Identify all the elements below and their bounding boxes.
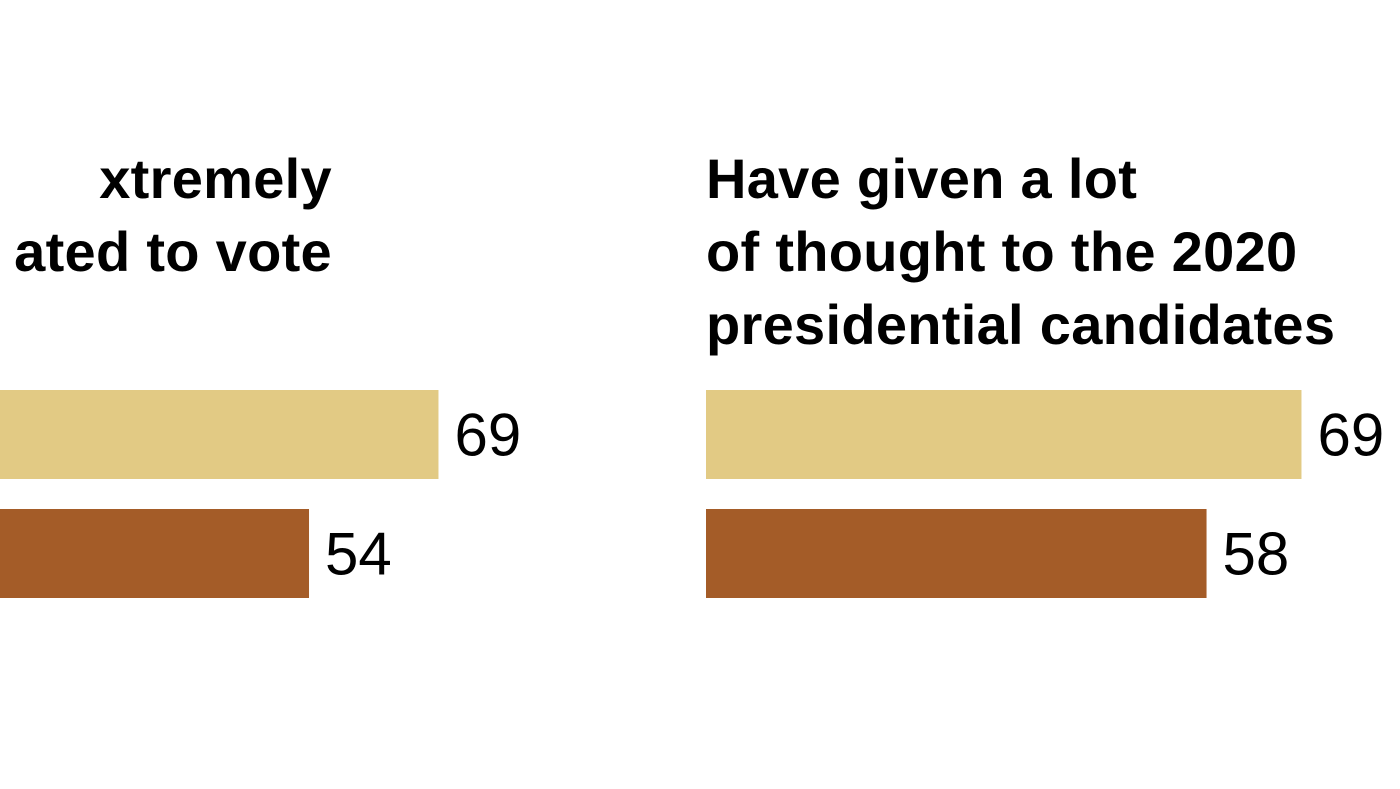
panel-title-thought: Have given a lot of thought to the 2020 …: [706, 142, 1335, 361]
bar: [706, 390, 1302, 479]
title-line: Have given a lot: [706, 147, 1138, 210]
title-line: presidential candidates: [706, 293, 1336, 356]
bar-value-label: 54: [325, 521, 392, 588]
bar: [0, 390, 439, 479]
bar-value-label: 69: [454, 402, 521, 469]
bar-value-label: 69: [1317, 402, 1384, 469]
bar-value-label: 58: [1223, 521, 1290, 588]
title-line: xtremely: [99, 147, 332, 210]
bar: [0, 509, 310, 598]
bar: [706, 509, 1207, 598]
title-line: ated to vote: [14, 220, 332, 283]
title-line: of thought to the 2020: [706, 220, 1298, 283]
panel-title-motivated: xtremely ated to vote: [14, 142, 332, 288]
